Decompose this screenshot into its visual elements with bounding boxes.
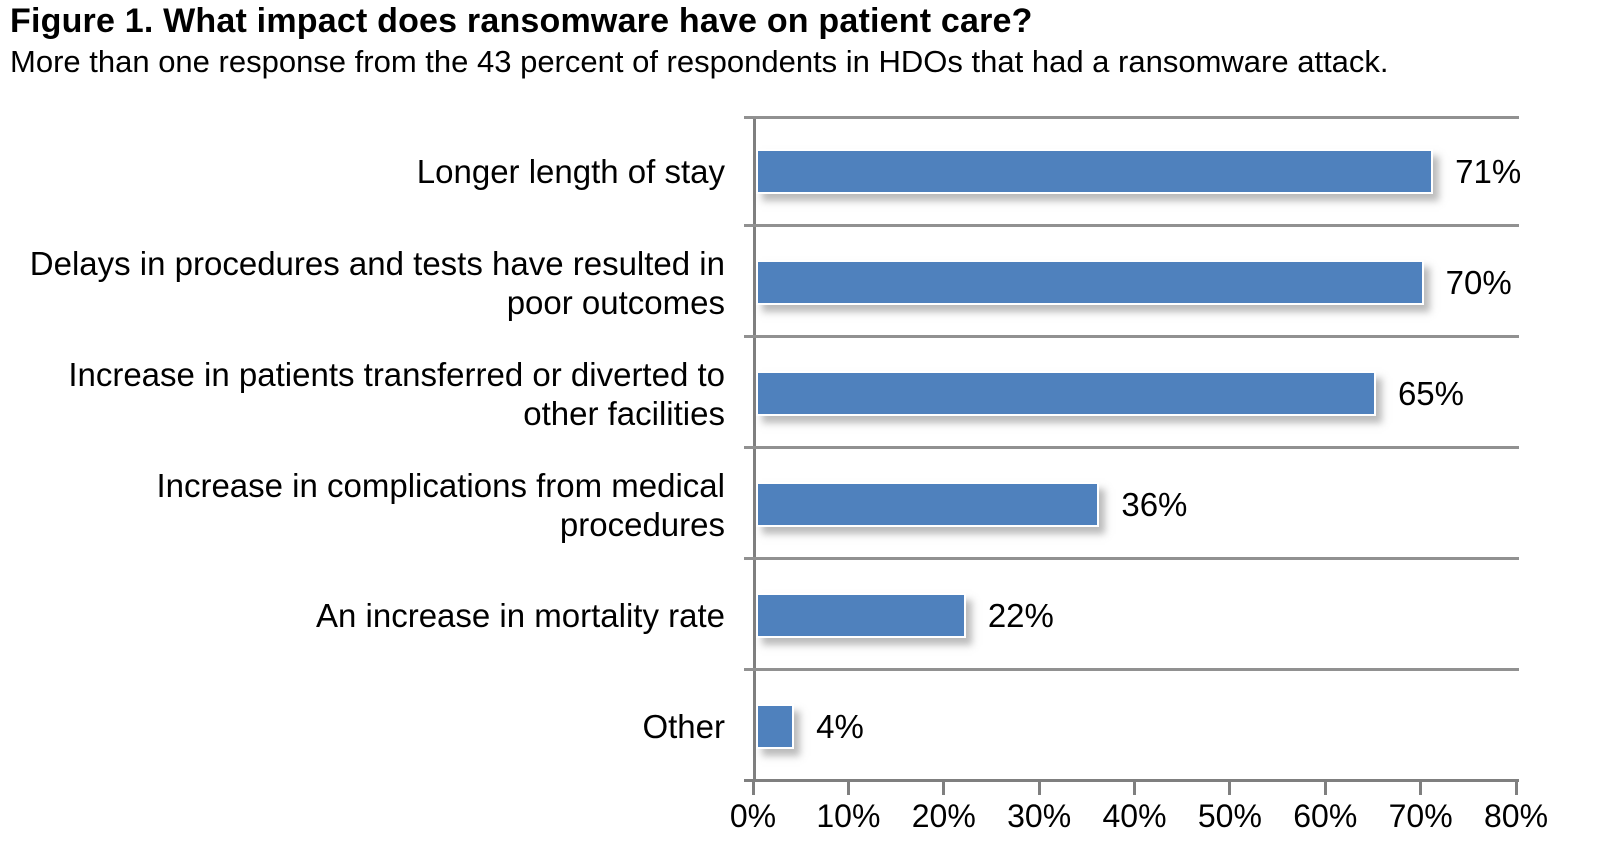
category-label: Longer length of stay [416,153,725,190]
tick-mark [1228,782,1232,795]
tick-mark [846,782,850,795]
tick-mark [751,782,755,795]
bar-chart: Longer length of stay 71% Delays in proced… [0,116,1600,782]
value-label: 70% [1445,263,1512,301]
category-label: Increase in patients transferred or dive… [68,355,725,432]
plot-band: 70% [744,227,1519,338]
value-label: 71% [1455,152,1522,190]
plot-band: 71% [744,116,1522,227]
value-label: 4% [816,707,864,745]
tick-label: 70% [1388,798,1453,834]
figure-subtitle: More than one response from the 43 perce… [10,44,1389,79]
category-label: Increase in complications from medical p… [156,466,725,543]
chart-row: An increase in mortality rate 22% [0,560,1600,671]
tick-label: 10% [816,798,881,834]
tick-mark [942,782,946,795]
tick-label: 40% [1102,798,1167,834]
tick-mark [1133,782,1136,795]
bar [756,704,795,749]
tick-label: 50% [1197,798,1262,834]
category-label: Other [642,708,725,745]
bar [756,371,1376,416]
tick-mark [1419,782,1423,795]
tick-label: 0% [729,798,777,834]
chart-row: Delays in procedures and tests have resu… [0,227,1600,338]
category-label: Delays in procedures and tests have resu… [29,244,725,321]
bar [756,260,1424,305]
value-label: 36% [1121,485,1188,523]
tick-label: 80% [1483,798,1549,834]
tick-label: 30% [1007,798,1072,834]
category-label: An increase in mortality rate [315,597,725,634]
x-axis: 0% 10% 20% 30% 40% 50% 60% 70% 80% [730,782,1548,843]
plot-band: 36% [744,449,1519,560]
tick-mark [1037,782,1041,795]
tick-label: 60% [1293,798,1358,834]
chart-row: Increase in patients transferred or dive… [0,338,1600,449]
value-label: 22% [987,596,1054,634]
chart-row: Longer length of stay 71% [0,116,1600,227]
chart-row: Increase in complications from medical p… [0,449,1600,560]
tick-mark [1323,782,1327,795]
tick-label: 20% [911,798,976,834]
plot-band: 4% [744,671,1519,782]
plot-band: 22% [744,560,1519,671]
value-label: 65% [1397,374,1464,412]
plot-band: 65% [744,338,1519,449]
bar [756,593,966,638]
chart-row: Other 4% [0,671,1600,782]
bar [756,149,1434,194]
figure-header: Figure 1. What impact does ransomware ha… [10,0,1590,82]
figure-title: Figure 1. What impact does ransomware ha… [10,2,1033,40]
bar [756,482,1100,527]
tick-mark [1514,782,1518,795]
